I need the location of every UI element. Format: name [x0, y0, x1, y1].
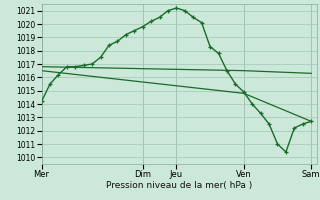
X-axis label: Pression niveau de la mer( hPa ): Pression niveau de la mer( hPa )	[106, 181, 252, 190]
